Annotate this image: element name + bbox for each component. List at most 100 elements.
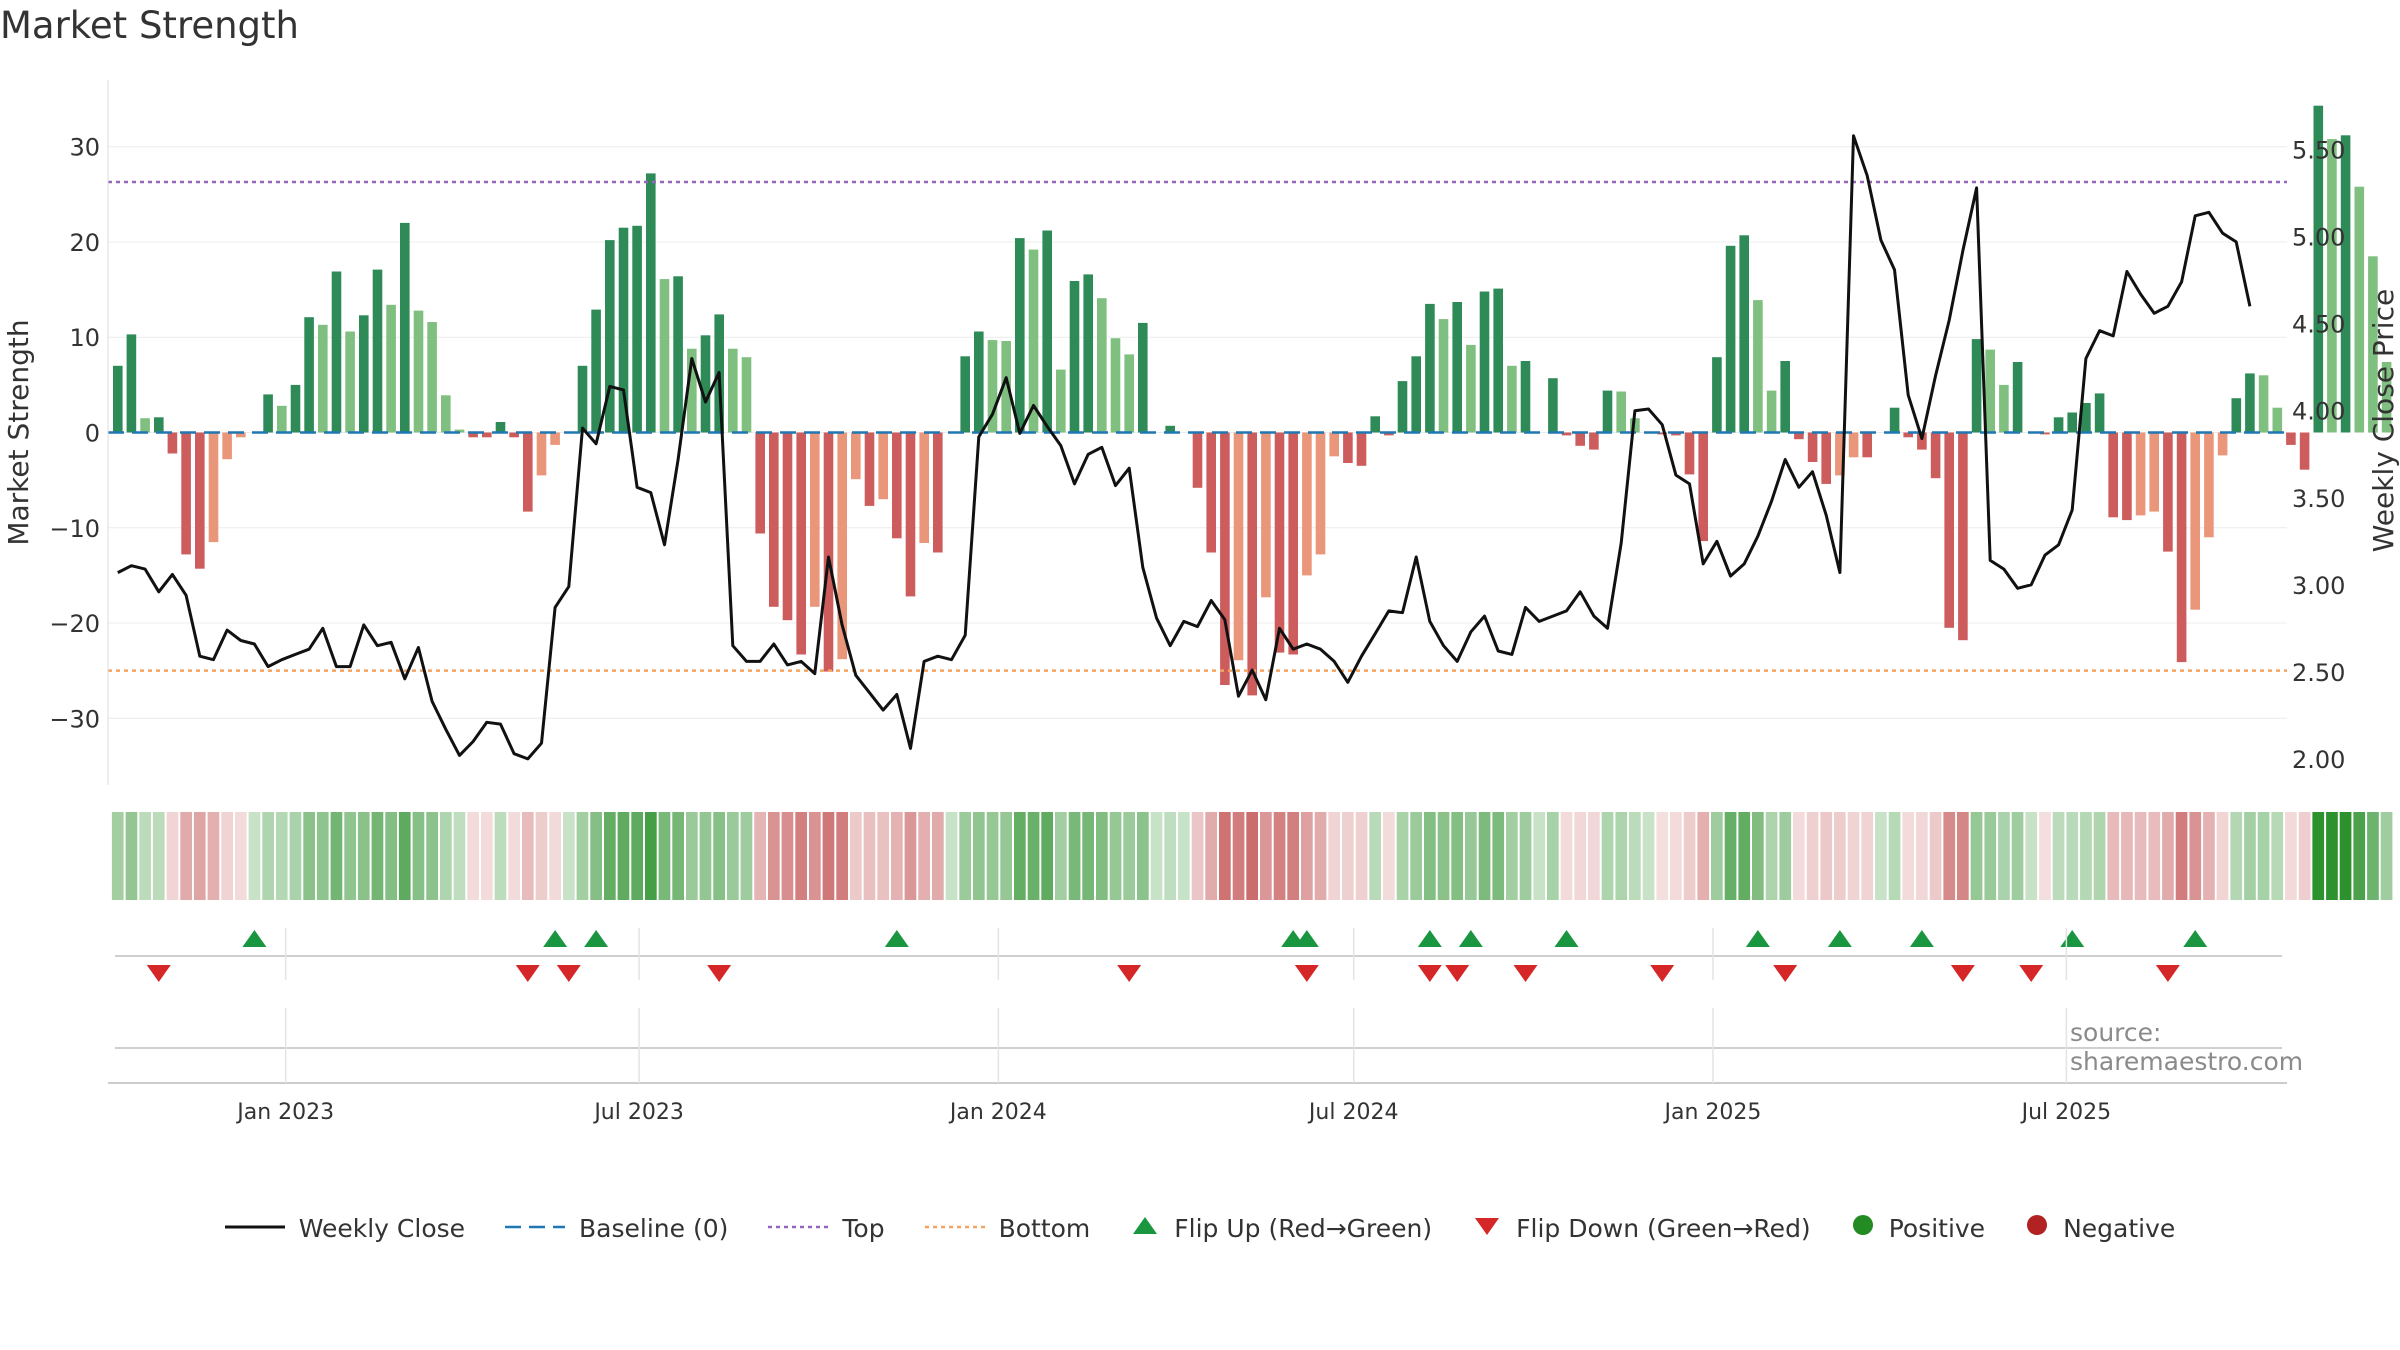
ribbon-cell <box>727 812 739 900</box>
strength-bar <box>1889 407 1900 433</box>
strength-bar <box>1561 432 1572 436</box>
strength-bar <box>2108 432 2118 518</box>
strength-bar <box>687 348 697 433</box>
ribbon-cell <box>207 812 220 900</box>
strength-bar <box>536 432 547 476</box>
ribbon-cell <box>768 812 780 900</box>
strength-bar <box>1466 344 1476 433</box>
strength-bar <box>1110 338 1121 433</box>
strength-bar <box>345 331 355 433</box>
flip-down-marker <box>1950 965 1975 982</box>
flip-down-marker <box>1294 965 1319 982</box>
strength-bar <box>372 269 383 433</box>
ribbon-cell <box>2312 812 2325 900</box>
strength-bar <box>1630 418 1640 433</box>
strength-bar <box>1438 319 1449 433</box>
strength-bar <box>2313 105 2324 433</box>
ribbon-cell <box>1041 812 1053 900</box>
strength-bar <box>1917 432 1927 450</box>
strength-bar <box>591 309 601 433</box>
ribbon-cell <box>453 812 466 900</box>
strength-bar <box>1261 432 1271 598</box>
strength-bar <box>741 357 752 433</box>
strength-bar <box>550 432 560 445</box>
ribbon-cell <box>877 812 889 900</box>
strength-bar <box>796 432 806 655</box>
ribbon-cell <box>1137 812 1149 900</box>
ribbon-cell <box>891 812 903 900</box>
ribbon-cell <box>973 812 985 900</box>
flip-up-marker <box>543 930 568 947</box>
y-tick-label: −30 <box>49 705 100 733</box>
ribbon-cell <box>1506 812 1518 900</box>
legend-symbol-negative-icon <box>2025 1213 2049 1243</box>
ribbon-cell <box>1875 812 1887 900</box>
strength-bar <box>427 322 437 433</box>
ribbon-cell <box>316 812 329 900</box>
strength-bar <box>1589 432 1599 450</box>
strength-bar <box>277 405 287 433</box>
strength-bar <box>1999 384 2009 433</box>
strength-bar <box>1958 432 1968 641</box>
y2-axis-title: Weekly Close Price <box>2367 289 2400 552</box>
legend-item-baseline: Baseline (0) <box>505 1214 728 1243</box>
strength-bar <box>1479 291 1490 433</box>
strength-bar <box>1411 356 1421 433</box>
flip-up-marker <box>1417 930 1442 947</box>
ribbon-cell <box>850 812 862 900</box>
ribbon-cell <box>836 812 848 900</box>
ribbon-cell <box>262 812 274 900</box>
strength-bar <box>236 432 246 438</box>
y-tick-label: −20 <box>49 610 100 638</box>
x-tick-label: Jan 2023 <box>235 1100 334 1125</box>
strength-bar <box>2176 432 2187 663</box>
ribbon-cell <box>986 812 999 900</box>
strength-bars <box>113 105 2392 696</box>
strength-bar <box>1548 378 1558 433</box>
ribbon-cell <box>289 812 302 900</box>
strength-bar <box>1848 432 1859 458</box>
strength-bar <box>1042 230 1052 433</box>
ribbon-cell <box>1232 812 1245 900</box>
ribbon-cell <box>2080 812 2092 900</box>
flip-down-marker <box>146 965 171 982</box>
ribbon-cell <box>781 812 794 900</box>
legend-item-bottom: Bottom <box>924 1214 1090 1243</box>
ribbon-cell <box>2039 812 2051 900</box>
ribbon-cell <box>398 812 411 900</box>
strength-bar <box>2272 407 2283 433</box>
strength-bar <box>810 432 820 607</box>
strength-bar <box>1712 357 1722 433</box>
strength-bar <box>1165 425 1175 433</box>
flip-up-marker <box>1458 930 1483 947</box>
ribbon-cell <box>2244 812 2256 900</box>
ribbon-cell <box>1109 812 1122 900</box>
strength-bar <box>2327 139 2337 433</box>
strength-bar <box>933 432 943 553</box>
strength-bar <box>113 365 123 433</box>
ribbon-cell <box>508 812 520 900</box>
ribbon-cell <box>1547 812 1559 900</box>
ribbon-cell <box>2298 812 2311 900</box>
legend-label: Weekly Close <box>298 1213 466 1243</box>
legend-item-flip-up: Flip Up (Red→Green) <box>1130 1214 1432 1243</box>
strength-bar <box>1602 390 1613 433</box>
ribbon-cell <box>1328 812 1340 900</box>
legend: Weekly Close Baseline (0) Top Bottom Flip Up… <box>0 1213 2400 1243</box>
ribbon-cell <box>904 812 917 900</box>
strength-bar <box>454 429 465 433</box>
strength-bar <box>782 432 793 621</box>
legend-label: Flip Up (Red→Green) <box>1174 1213 1433 1243</box>
flip-up-marker <box>1554 930 1579 947</box>
ribbon-cell <box>2189 812 2202 900</box>
ribbon-cell <box>1478 812 1491 900</box>
ribbon-cell <box>686 812 698 900</box>
strength-bar <box>1097 298 1107 433</box>
flip-up-marker <box>584 930 609 947</box>
ribbon-cell <box>522 812 534 900</box>
y-tick-label: 30 <box>69 134 100 162</box>
ribbon-cell <box>481 812 493 900</box>
ribbon-cell <box>658 812 671 900</box>
x-tick-label: Jul 2025 <box>2020 1100 2112 1125</box>
strength-bar <box>618 227 629 433</box>
